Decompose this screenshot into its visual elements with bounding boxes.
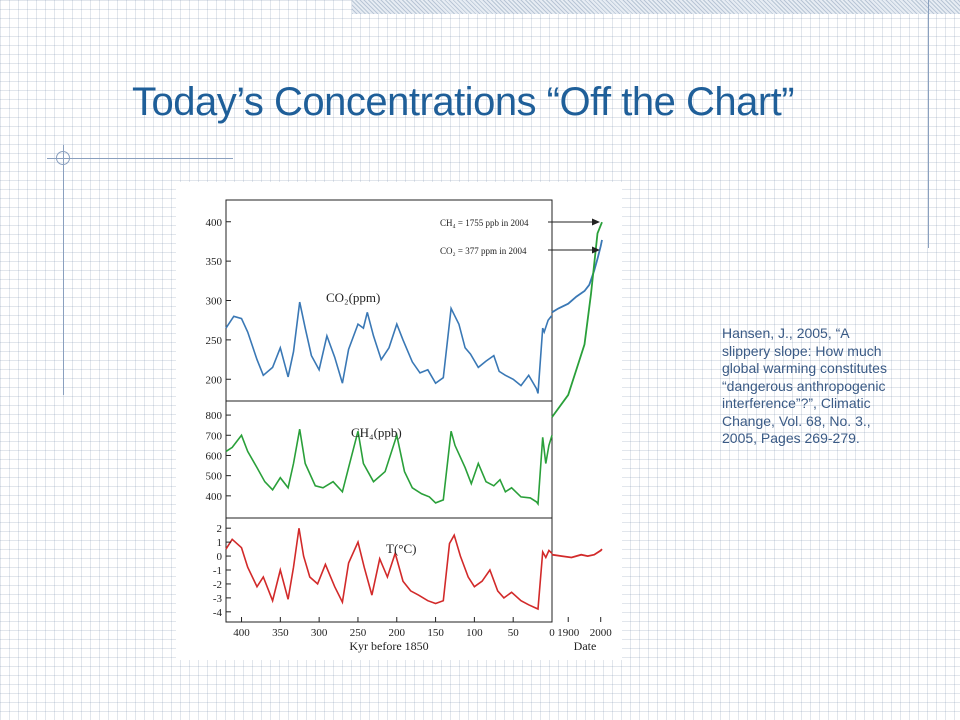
y-tick-label: 2 (217, 523, 223, 535)
y-tick-label: 400 (206, 491, 223, 503)
x-tick-label-date: 2000 (590, 627, 613, 639)
y-tick-label: 200 (206, 374, 223, 386)
y-tick-label: 600 (206, 450, 223, 462)
citation-text: Hansen, J., 2005, “A slippery slope: How… (722, 325, 887, 446)
y-tick-label: -2 (213, 579, 222, 591)
x-tick-label: 50 (508, 627, 520, 639)
y-tick-label: 250 (206, 335, 223, 347)
x-tick-label: 250 (350, 627, 367, 639)
y-tick-label: 500 (206, 471, 223, 483)
annotation-ch4: CH₄ = 1755 ppb in 2004 (440, 218, 529, 228)
annotation-co2: CO₂ = 377 ppm in 2004 (440, 246, 527, 256)
chart-svg: 200250300350400400500600700800210-1-2-3-… (206, 199, 613, 653)
series-paleo-1 (225, 429, 553, 507)
slide-title: Today’s Concentrations “Off the Chart” (132, 80, 795, 124)
series-paleo-2 (225, 528, 553, 611)
y-tick-label: 350 (206, 256, 223, 268)
y-tick-label: 300 (206, 296, 223, 308)
x-axis-label-date: Date (574, 639, 597, 653)
panel-label-temperature: T(°C) (386, 541, 416, 556)
x-tick-label: 300 (311, 627, 328, 639)
top-decorative-bar (352, 0, 960, 14)
y-tick-label: 700 (206, 430, 223, 442)
x-tick-label: 350 (272, 627, 289, 639)
y-tick-label: 1 (217, 537, 223, 549)
series-modern-2 (551, 548, 603, 559)
arrow-co2-head (592, 246, 600, 254)
x-tick-label: 150 (427, 627, 444, 639)
panel-label-co2: CO₂(ppm) (326, 290, 380, 305)
series-modern-1 (551, 221, 603, 418)
title-underline (47, 158, 233, 159)
panel-label-ch4: CH₄(ppb) (351, 425, 402, 440)
x-tick-label: 400 (233, 627, 250, 639)
x-tick-label-date: 1900 (557, 627, 580, 639)
panel-frame-0 (225, 199, 553, 402)
x-axis-label: Kyr before 1850 (349, 639, 428, 653)
x-tick-label: 200 (389, 627, 406, 639)
y-tick-label: -3 (213, 593, 223, 605)
y-tick-label: -1 (213, 565, 222, 577)
series-modern-0 (551, 239, 603, 314)
y-tick-label: 0 (217, 551, 223, 563)
x-tick-label: 100 (466, 627, 483, 639)
right-accent-line (928, 0, 929, 248)
y-tick-label: 400 (206, 217, 223, 229)
y-tick-label: -4 (213, 607, 223, 619)
paleoclimate-chart: 200 250 300 350 400 400 500 600 700 800 2 1 0 -1 -2 -3-… (176, 182, 622, 660)
x-tick-label: 0 (549, 627, 555, 639)
accent-circle (56, 151, 70, 165)
series-paleo-0 (225, 301, 552, 394)
left-accent-line (63, 145, 64, 395)
arrow-ch4-head (592, 218, 600, 226)
y-tick-label: 800 (206, 410, 223, 422)
